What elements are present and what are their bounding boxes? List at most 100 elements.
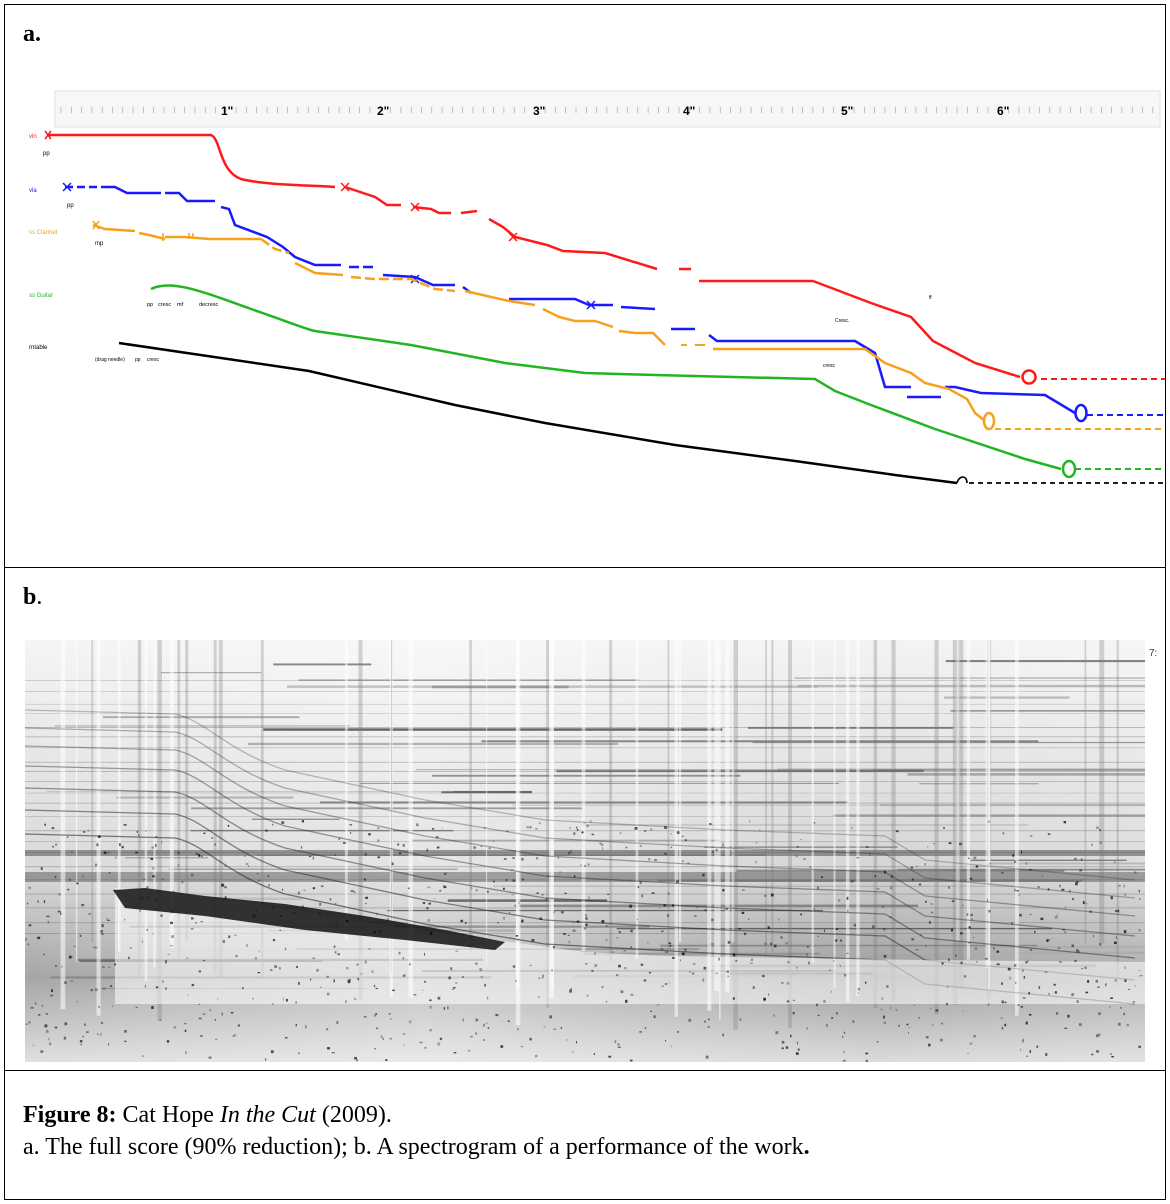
- onset-line: [958, 640, 964, 989]
- noise-speck: [44, 823, 47, 826]
- noise-speck: [559, 871, 561, 874]
- noise-speck: [908, 1027, 910, 1029]
- noise-speck: [617, 1043, 620, 1046]
- noise-speck: [505, 878, 508, 882]
- noise-speck: [586, 994, 589, 998]
- onset-line: [408, 640, 413, 998]
- noise-speck: [842, 1035, 844, 1038]
- noise-speck: [792, 1011, 795, 1015]
- noise-speck: [987, 820, 990, 823]
- noise-speck: [80, 1043, 83, 1046]
- noise-speck: [146, 896, 149, 898]
- noise-speck: [883, 1021, 887, 1024]
- noise-speck: [195, 852, 198, 855]
- noise-speck: [800, 913, 802, 916]
- noise-speck: [208, 1056, 212, 1059]
- noise-speck: [581, 831, 584, 834]
- onset-line: [581, 640, 586, 951]
- noise-speck: [835, 928, 839, 930]
- noise-speck: [439, 1037, 443, 1041]
- noise-speck: [835, 939, 838, 942]
- noise-speck: [483, 827, 486, 829]
- noise-speck: [881, 997, 884, 1000]
- noise-speck: [480, 845, 483, 847]
- noise-speck: [681, 835, 684, 838]
- dynamic-clarinet: mp: [95, 241, 104, 247]
- noise-speck: [711, 918, 714, 922]
- glissando-curve: [25, 787, 1136, 959]
- noise-speck: [507, 1020, 510, 1023]
- noise-speck: [831, 1017, 834, 1019]
- noise-speck: [1124, 966, 1126, 970]
- noise-speck: [1020, 850, 1023, 854]
- noise-speck: [1076, 881, 1079, 883]
- noise-speck: [55, 843, 58, 846]
- noise-speck: [235, 954, 238, 958]
- noise-speck: [543, 1026, 546, 1028]
- noise-speck: [538, 822, 541, 824]
- noise-speck: [347, 980, 351, 984]
- noise-speck: [475, 1018, 479, 1022]
- noise-speck: [402, 957, 405, 960]
- noise-speck: [1029, 913, 1032, 916]
- noise-speck: [1076, 948, 1078, 952]
- noise-speck: [429, 1005, 432, 1009]
- noise-speck: [915, 865, 918, 868]
- noise-speck: [119, 843, 121, 847]
- noise-speck: [839, 965, 841, 967]
- noise-speck: [833, 960, 835, 962]
- noise-speck: [785, 942, 788, 945]
- noise-speck: [605, 1000, 608, 1003]
- noise-speck: [1014, 861, 1017, 863]
- dynamic-turntable-1: (drag needle): [95, 357, 125, 363]
- noise-speck: [377, 839, 380, 842]
- noise-speck: [376, 1027, 379, 1030]
- noise-speck: [90, 988, 93, 992]
- noise-speck: [424, 980, 427, 983]
- noise-speck: [935, 1008, 939, 1012]
- noise-speck: [495, 1013, 499, 1017]
- noise-speck: [1022, 1040, 1024, 1043]
- noise-speck: [1097, 986, 1100, 988]
- spectrogram-noise: [25, 820, 1143, 1062]
- noise-speck: [489, 847, 491, 850]
- noise-speck: [267, 875, 270, 878]
- noise-speck: [851, 826, 853, 830]
- noise-speck: [426, 907, 429, 910]
- noise-speck: [667, 892, 670, 895]
- noise-speck: [375, 1013, 377, 1016]
- panel-a-label: a.: [23, 21, 41, 47]
- noise-speck: [473, 846, 476, 849]
- noise-speck: [228, 935, 231, 938]
- noise-speck: [1023, 976, 1026, 979]
- noise-speck: [560, 911, 564, 914]
- noise-speck: [989, 863, 991, 865]
- noise-speck: [451, 988, 455, 990]
- noise-speck: [797, 1048, 800, 1051]
- noise-speck: [576, 920, 580, 923]
- noise-speck: [651, 892, 655, 894]
- onset-line: [609, 640, 613, 963]
- noise-speck: [67, 888, 70, 891]
- noise-speck: [775, 1031, 779, 1035]
- noise-speck: [1012, 854, 1015, 857]
- noise-speck: [356, 963, 359, 966]
- noise-speck: [233, 1034, 237, 1037]
- onset-line: [719, 640, 721, 1021]
- noise-speck: [428, 902, 432, 905]
- noise-speck: [672, 904, 674, 907]
- noise-speck: [63, 1036, 67, 1040]
- noise-speck: [620, 990, 624, 994]
- noise-speck: [453, 1051, 457, 1054]
- noise-speck: [336, 1021, 339, 1025]
- noise-speck: [357, 977, 359, 981]
- noise-speck: [925, 900, 927, 903]
- work-title: In the Cut: [219, 1102, 316, 1128]
- noise-speck: [79, 1040, 83, 1043]
- noise-speck: [591, 833, 594, 836]
- noise-speck: [338, 838, 340, 840]
- noise-speck: [97, 835, 101, 838]
- noise-speck: [605, 939, 608, 941]
- onset-line: [1099, 640, 1105, 944]
- noise-speck: [672, 956, 675, 960]
